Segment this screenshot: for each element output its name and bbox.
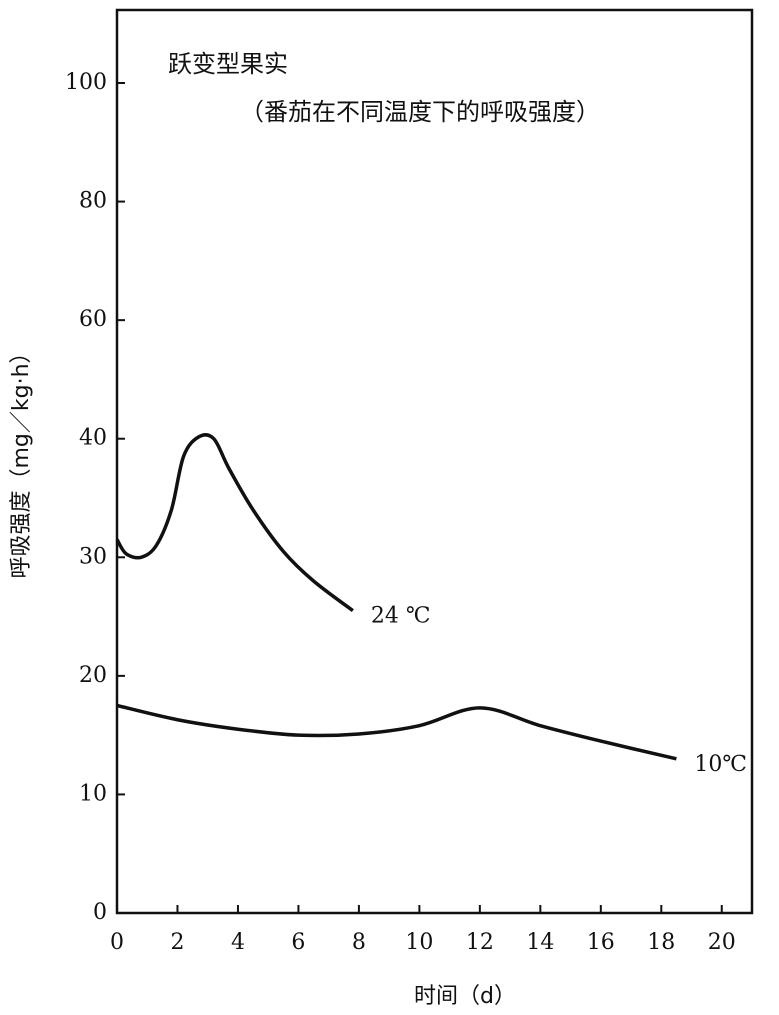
- x-tick-label: 10: [405, 930, 433, 955]
- y-tick-label: 0: [93, 900, 107, 925]
- x-tick-label: 0: [110, 930, 124, 955]
- x-axis-label: 时间（d）: [414, 984, 516, 1009]
- series-label: 10℃: [694, 752, 747, 777]
- y-axis-label: 呼吸强度（mg／kg·h）: [9, 341, 34, 578]
- x-tick-label: 14: [526, 930, 554, 955]
- series-label: 24 ℃: [371, 604, 431, 629]
- chart-title: 跃变型果实: [168, 50, 288, 78]
- y-tick-label: 20: [79, 663, 107, 688]
- x-tick-label: 4: [231, 930, 245, 955]
- y-tick-label: 10: [79, 781, 107, 806]
- y-tick-label: 40: [79, 426, 107, 451]
- x-tick-label: 8: [352, 930, 366, 955]
- y-tick-label: 80: [79, 189, 107, 214]
- x-tick-label: 6: [291, 930, 305, 955]
- series-line: [116, 703, 677, 761]
- x-tick-label: 16: [587, 930, 615, 955]
- x-tick-label: 18: [647, 930, 675, 955]
- y-tick-label: 30: [79, 544, 107, 569]
- x-tick-label: 2: [170, 930, 184, 955]
- y-tick-label: 60: [79, 307, 107, 332]
- series-line: [115, 433, 354, 613]
- plot-frame: [115, 8, 754, 915]
- y-tick-label: 100: [65, 70, 107, 95]
- x-tick-label: 12: [466, 930, 494, 955]
- x-tick-label: 20: [708, 930, 736, 955]
- chart-subtitle: （番茄在不同温度下的呼吸强度）: [240, 98, 600, 126]
